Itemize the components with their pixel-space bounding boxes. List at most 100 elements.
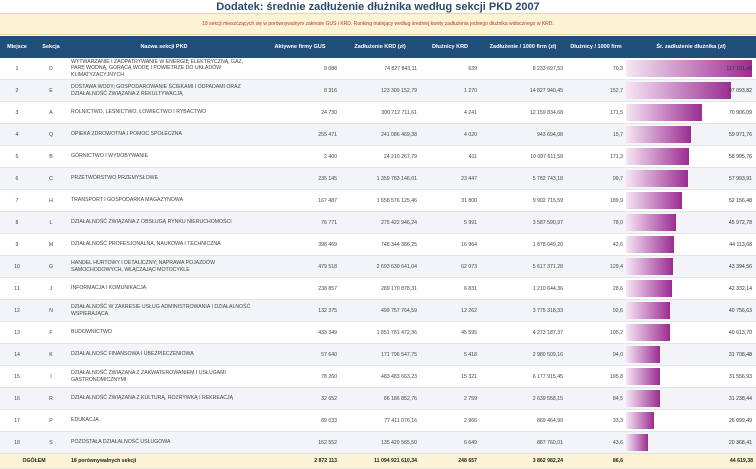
debtors-per-1000-cell: 105,2: [566, 321, 626, 344]
table-row: 1 D WYTWARZANIE I ZAOPATRYWANIE W ENERGIĘ …: [0, 58, 756, 80]
table-row: 12 N DZIAŁALNOŚĆ W ZAKRESIE USŁUG ADMINIST…: [0, 299, 756, 322]
table-row: 7 H TRANSPORT I GOSPODARKA MAGAZYNOWA 167 4…: [0, 189, 756, 212]
section-name-cell: HANDEL HURTOWY I DETALICZNY; NAPRAWA POJ…: [68, 255, 260, 278]
avg-debt-bar: [626, 214, 676, 231]
section-code-cell: J: [34, 277, 68, 300]
firms-cell: 255 471: [260, 123, 340, 146]
debtors-per-1000-cell: 42,6: [566, 233, 626, 256]
debt-cell: 275 422 946,24: [340, 211, 420, 234]
debtors-cell: 62 073: [420, 255, 480, 278]
col-header-debtors-per-1000: Dłużnicy / 1000 firm: [566, 36, 626, 58]
avg-debt-bar: [626, 346, 661, 363]
debtors-cell: 23 447: [420, 167, 480, 190]
avg-debt-cell: 117 101,48: [626, 58, 756, 80]
debt-per-1000-cell: 9 902 715,59: [480, 189, 566, 212]
debt-per-1000-cell: 1 878 049,20: [480, 233, 566, 256]
avg-debt-bar: [626, 324, 670, 341]
debt-cell: 86 186 852,76: [340, 387, 420, 410]
section-code-cell: F: [34, 321, 68, 344]
col-header-debt-per-1000: Zadłużenie / 1000 firm (zł): [480, 36, 566, 58]
section-code-cell: E: [34, 79, 68, 102]
avg-debt-value: 31 708,48: [728, 351, 752, 358]
section-code-cell: L: [34, 211, 68, 234]
avg-debt-bar: [626, 126, 691, 143]
debtors-per-1000-cell: 171,5: [566, 101, 626, 124]
table-row: 11 J INFORMACJA I KOMUNIKACJA 238 857 289 17…: [0, 277, 756, 300]
debt-cell: 748 344 386,25: [340, 233, 420, 256]
debt-per-1000-cell: 869 464,99: [480, 409, 566, 432]
rank-cell: 1: [0, 58, 34, 80]
debtors-per-1000-cell: 92,6: [566, 299, 626, 322]
firms-cell: 9 088: [260, 58, 340, 80]
avg-debt-cell: 44 113,68: [626, 233, 756, 256]
rank-cell: 9: [0, 233, 34, 256]
rank-cell: 7: [0, 189, 34, 212]
debtors-cell: 4 241: [420, 101, 480, 124]
section-code-cell: A: [34, 101, 68, 124]
debtors-cell: 6 831: [420, 277, 480, 300]
table-row: 4 Q OPIEKA ZDROWOTNA I POMOC SPOŁECZNA 255 …: [0, 123, 756, 146]
avg-debt-value: 31 556,93: [728, 373, 752, 380]
avg-debt-value: 59 971,76: [728, 131, 752, 138]
debt-cell: 1 359 783 146,01: [340, 167, 420, 190]
debtors-cell: 639: [420, 58, 480, 80]
avg-debt-cell: 31 238,44: [626, 387, 756, 410]
section-name-cell: TRANSPORT I GOSPODARKA MAGAZYNOWA: [68, 189, 260, 212]
avg-debt-value: 58 905,76: [728, 153, 752, 160]
debt-per-1000-cell: 4 273 187,37: [480, 321, 566, 344]
table-row: 10 G HANDEL HURTOWY I DETALICZNY; NAPRAWA …: [0, 255, 756, 278]
avg-debt-cell: 58 905,76: [626, 145, 756, 168]
firms-cell: 238 857: [260, 277, 340, 300]
debtors-per-1000-cell: 70,3: [566, 58, 626, 80]
firms-cell: 24 730: [260, 101, 340, 124]
firms-cell: 152 552: [260, 431, 340, 454]
debt-per-1000-cell: 1 210 644,36: [480, 277, 566, 300]
section-code-cell: Q: [34, 123, 68, 146]
section-code-cell: B: [34, 145, 68, 168]
section-name-cell: BUDOWNICTWO: [68, 321, 260, 344]
section-code-cell: M: [34, 233, 68, 256]
firms-cell: 32 652: [260, 387, 340, 410]
section-code-cell: N: [34, 299, 68, 322]
avg-debt-bar: [626, 60, 753, 77]
avg-debt-bar: [626, 258, 673, 275]
debt-cell: 241 086 469,38: [340, 123, 420, 146]
debtors-per-1000-cell: 84,5: [566, 387, 626, 410]
page-subtitle: 18 sekcji mieszczących się w porównywaln…: [0, 13, 756, 35]
debtors-per-1000-cell: 195,8: [566, 365, 626, 388]
debtors-cell: 16 964: [420, 233, 480, 256]
col-header-debt: Zadłużenie KRD (zł): [340, 36, 420, 58]
section-name-cell: DZIAŁALNOŚĆ PROFESJONALNA, NAUKOWA I TEC…: [68, 233, 260, 256]
avg-debt-cell: 40 613,70: [626, 321, 756, 344]
debt-per-1000-cell: 3 775 318,33: [480, 299, 566, 322]
rank-cell: 17: [0, 409, 34, 432]
debtors-cell: 6 649: [420, 431, 480, 454]
firms-cell: 57 640: [260, 343, 340, 366]
debtors-per-1000-cell: 33,3: [566, 409, 626, 432]
table-row: 6 C PRZETWÓRSTWO PRZEMYSŁOWE 235 145 1 359 7…: [0, 167, 756, 190]
debtors-cell: 411: [420, 145, 480, 168]
avg-debt-value: 97 093,82: [728, 87, 752, 94]
debt-cell: 135 429 565,50: [340, 431, 420, 454]
section-name-cell: DZIAŁALNOŚĆ FINANSOWA I UBEZPIECZENIOWA: [68, 343, 260, 366]
debt-cell: 24 210 267,79: [340, 145, 420, 168]
avg-debt-value: 40 756,63: [728, 307, 752, 314]
firms-cell: 433 349: [260, 321, 340, 344]
avg-debt-cell: 97 093,82: [626, 79, 756, 102]
debtors-per-1000-cell: 78,0: [566, 211, 626, 234]
debtors-per-1000-cell: 171,3: [566, 145, 626, 168]
debtors-cell: 15 321: [420, 365, 480, 388]
rank-cell: 2: [0, 79, 34, 102]
section-code-cell: P: [34, 409, 68, 432]
avg-debt-value: 40 613,70: [728, 329, 752, 336]
debtors-cell: 1 270: [420, 79, 480, 102]
section-name-cell: EDUKACJA: [68, 409, 260, 432]
debt-cell: 2 693 630 641,04: [340, 255, 420, 278]
section-code-cell: S: [34, 431, 68, 454]
section-name-cell: POZOSTAŁA DZIAŁALNOŚĆ USŁUGOWA: [68, 431, 260, 454]
table-row: 3 A ROLNICTWO, LEŚNICTWO, ŁOWIECTWO I RYBA…: [0, 101, 756, 124]
firms-cell: 479 518: [260, 255, 340, 278]
avg-debt-bar: [626, 170, 689, 187]
debt-cell: 499 757 764,59: [340, 299, 420, 322]
